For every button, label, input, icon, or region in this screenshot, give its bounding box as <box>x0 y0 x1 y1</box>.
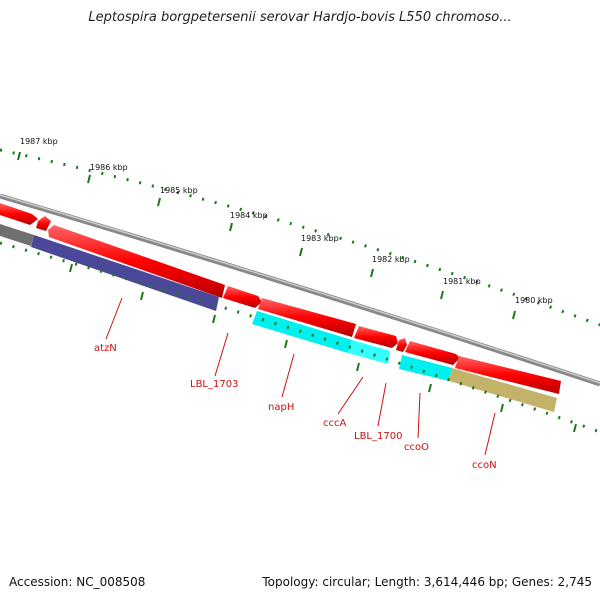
map-title: Leptospira borgpetersenii serovar Hardjo… <box>88 10 512 25</box>
gene-forward <box>0 203 38 225</box>
accession-text: Accession: NC_008508 <box>9 575 146 589</box>
scale-label: 1981 kbp <box>443 277 481 286</box>
gene-forward <box>405 341 460 365</box>
inner-major-ticks <box>69 263 577 433</box>
scale-label: 1985 kbp <box>160 186 198 195</box>
gene-ccoO <box>399 355 452 381</box>
gene-forward <box>455 356 561 394</box>
scale-labels: 1987 kbp 1986 kbp 1985 kbp 1984 kbp 1983… <box>20 137 553 305</box>
gene-label: ccoN <box>472 460 497 471</box>
chromosome-backbone <box>0 193 600 387</box>
gene-napH <box>348 340 390 364</box>
gene-label: LBL_1703 <box>190 379 238 390</box>
gene-forward <box>396 338 407 352</box>
scale-label: 1982 kbp <box>372 255 410 264</box>
gene-label: cccA <box>323 418 346 429</box>
reverse-genes <box>0 224 557 412</box>
forward-genes <box>0 203 561 394</box>
scale-label: 1983 kbp <box>301 234 339 243</box>
gene-LBL-1703 <box>252 311 352 353</box>
scale-label: 1987 kbp <box>20 137 58 146</box>
gene-labels: atzN LBL_1703 napH cccA LBL_1700 ccoO cc… <box>94 343 497 471</box>
gene-label: napH <box>268 402 294 413</box>
gene-forward <box>223 286 262 308</box>
gene-forward <box>36 216 51 231</box>
gene-label: ccoO <box>404 442 429 453</box>
gene-backbone-segment <box>0 224 34 246</box>
scale-label: 1980 kbp <box>515 296 553 305</box>
label-connectors <box>105 297 496 456</box>
outer-major-ticks <box>17 151 516 320</box>
gene-forward <box>354 326 398 348</box>
gene-forward <box>48 225 225 298</box>
inner-tick-ring <box>0 241 600 434</box>
genome-summary-text: Topology: circular; Length: 3,614,446 bp… <box>262 575 592 589</box>
scale-label: 1984 kbp <box>230 211 268 220</box>
gene-label: LBL_1700 <box>354 431 402 442</box>
gene-atzN <box>31 235 219 311</box>
gene-label: atzN <box>94 343 117 354</box>
gene-forward <box>258 298 356 337</box>
gene-ccoN <box>449 368 557 412</box>
scale-label: 1986 kbp <box>90 163 128 172</box>
